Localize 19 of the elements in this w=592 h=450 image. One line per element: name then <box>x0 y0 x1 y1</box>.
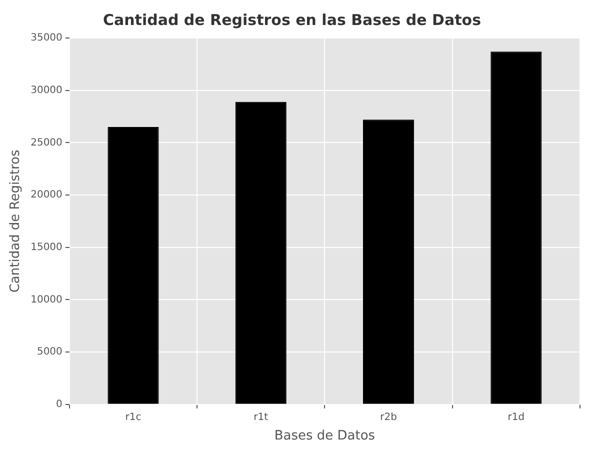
y-tick-label: 25000 <box>30 137 62 148</box>
bar <box>235 102 286 404</box>
y-tick-label: 15000 <box>30 242 62 253</box>
y-tick-label: 30000 <box>30 84 62 96</box>
y-axis-title: Cantidad de Registros <box>8 150 24 293</box>
y-tick-label: 0 <box>56 398 62 410</box>
chart-title: Cantidad de Registros en las Bases de Datos <box>102 10 482 29</box>
bar <box>108 126 159 404</box>
bar <box>490 52 542 404</box>
y-tick-label: 35000 <box>30 32 62 44</box>
y-tick-label: 10000 <box>30 294 62 306</box>
x-tick-label: r1t <box>254 412 268 423</box>
bar <box>363 120 414 404</box>
x-tick-label: r1c <box>125 412 142 423</box>
y-tick-label: 5000 <box>36 346 62 358</box>
y-tick-label: 20000 <box>30 190 62 201</box>
x-tick-label: r1d <box>508 412 525 423</box>
x-tick-label: r2b <box>380 412 397 423</box>
x-axis-title: Bases de Datos <box>274 428 376 444</box>
